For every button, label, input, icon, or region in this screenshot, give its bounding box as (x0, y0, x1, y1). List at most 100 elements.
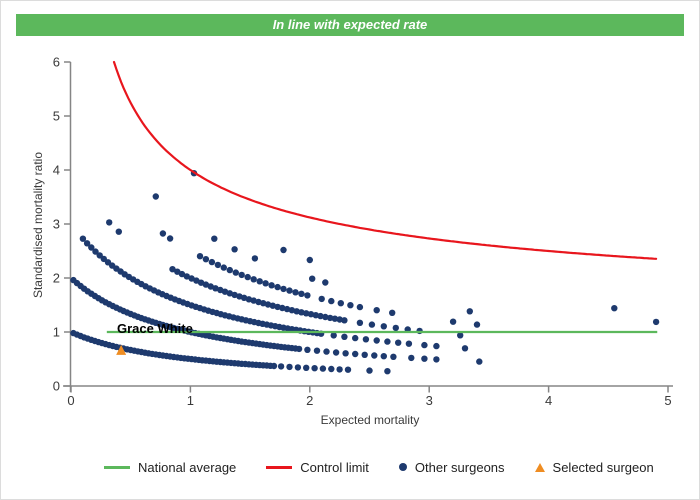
surgeon-dot (373, 307, 380, 314)
surgeon-dot (306, 256, 313, 264)
surgeon-dot (392, 324, 399, 332)
surgeon-dot (421, 341, 428, 349)
control-limit-line-icon (266, 465, 293, 469)
x-axis-title: Expected mortality (320, 413, 420, 427)
surgeon-dot (380, 353, 387, 360)
surgeon-dot (197, 279, 205, 286)
surgeon-dot (292, 289, 299, 296)
surgeon-dot (336, 366, 343, 373)
surgeon-dot (115, 228, 123, 235)
surgeon-dot (274, 283, 281, 291)
surgeon-dot (322, 313, 329, 321)
legend-label: Other surgeons (414, 459, 505, 475)
y-tick-label: 1 (53, 325, 60, 340)
national-average-line-icon (104, 465, 130, 469)
surgeon-dot (220, 264, 227, 271)
y-tick-label: 4 (53, 163, 60, 178)
surgeon-dot (319, 365, 327, 372)
surgeon-dot (366, 367, 373, 374)
selected-surgeon-marker (116, 344, 127, 355)
surgeon-dot (174, 268, 181, 275)
status-banner: In line with expected rate (16, 14, 684, 36)
surgeon-dot (361, 351, 368, 358)
surgeon-dot (322, 279, 329, 286)
surgeon-dot (652, 318, 660, 326)
surgeon-dot (283, 305, 291, 313)
surgeon-dot (457, 332, 464, 339)
surgeon-dot (264, 301, 272, 308)
surgeon-dot (152, 193, 159, 200)
surgeon-dot (286, 363, 293, 371)
surgeon-dot (341, 333, 348, 340)
surgeon-dot (390, 353, 397, 360)
surgeon-dot (88, 244, 95, 251)
y-tick-label: 6 (53, 55, 60, 70)
surgeon-dot (279, 304, 286, 312)
surgeon-dot (212, 285, 219, 292)
surgeon-dot (307, 311, 315, 318)
surgeon-dot (196, 253, 204, 260)
surgeon-dot (611, 305, 618, 312)
surgeon-dot (262, 280, 269, 287)
surgeon-dot (318, 295, 325, 303)
surgeon-dot (280, 285, 287, 293)
funnel-plot-chart: 0 1 2 3 4 5 6 0 1 2 3 4 5 (53, 55, 673, 408)
surgeon-dot (433, 356, 440, 363)
surgeon-dot (251, 255, 259, 262)
surgeon-dot (277, 363, 285, 370)
surgeon-dot (188, 275, 195, 282)
surgeon-dot (342, 350, 349, 357)
surgeon-dot (341, 317, 348, 324)
legend-item-other-surgeons: Other surgeons (398, 459, 505, 475)
surgeon-dot (347, 302, 354, 309)
surgeon-dot (326, 314, 334, 322)
surgeon-dot (280, 246, 287, 254)
selected-surgeon-label: Grace White (117, 321, 193, 336)
legend: National average Control limit Other sur… (104, 457, 654, 477)
surgeon-dot (270, 362, 278, 370)
surgeon-dot (159, 230, 167, 237)
surgeon-dot (380, 323, 387, 330)
y-tick-label: 2 (53, 271, 60, 286)
surgeon-dot (295, 345, 303, 353)
surgeon-dot (245, 296, 253, 303)
surgeon-dot (202, 281, 210, 288)
surgeon-dot (231, 291, 238, 299)
surgeon-dot (256, 278, 263, 285)
surgeon-dot (323, 348, 330, 355)
surgeon-dot (244, 273, 251, 281)
surgeon-dot (476, 358, 483, 365)
y-tick-label: 3 (53, 217, 60, 232)
surgeon-dot (344, 366, 352, 373)
x-tick-label: 4 (545, 393, 552, 408)
surgeon-dot (466, 308, 473, 315)
surgeon-dot (250, 297, 257, 304)
surgeon-dot (405, 340, 413, 347)
surgeon-dot (240, 294, 248, 301)
surgeon-dot (337, 300, 344, 307)
surgeon-dot (238, 271, 245, 279)
surgeon-dot (231, 246, 238, 253)
surgeon-dot (288, 307, 296, 314)
surgeon-dot (207, 283, 214, 290)
surgeon-dot (166, 235, 174, 242)
x-tick-label: 3 (426, 393, 433, 408)
surgeon-dot (373, 337, 380, 344)
surgeon-dot (356, 319, 364, 326)
surgeon-dot (356, 303, 364, 311)
surgeon-dot (332, 349, 340, 356)
surgeon-dot (92, 248, 99, 255)
surgeon-dot (328, 365, 335, 373)
surgeon-dot (226, 266, 233, 274)
y-axis-title: Standardised mortality ratio (31, 151, 45, 299)
surgeon-dot (268, 282, 275, 289)
surgeon-dot (352, 334, 359, 342)
surgeon-dot (106, 219, 113, 226)
x-tick-label: 0 (67, 393, 74, 408)
control-limit-curve (112, 60, 658, 260)
surgeon-dot (309, 275, 316, 282)
legend-label: Control limit (300, 459, 369, 475)
surgeon-dot (433, 342, 440, 350)
legend-item-control-limit: Control limit (266, 460, 369, 475)
x-tick-label: 1 (187, 393, 194, 408)
